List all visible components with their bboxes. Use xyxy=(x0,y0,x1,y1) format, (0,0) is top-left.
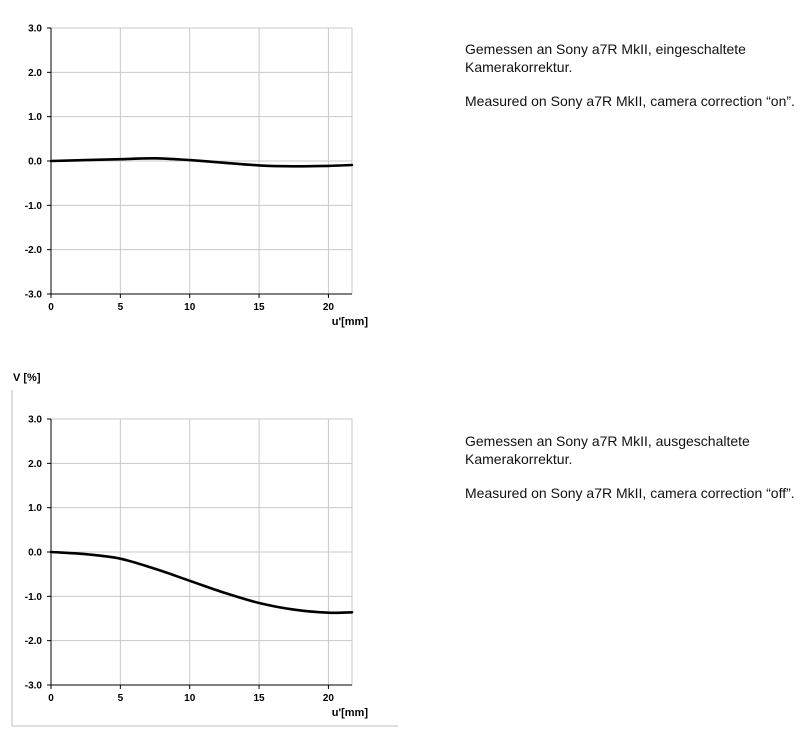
x-tick-label: 15 xyxy=(254,693,266,704)
y-tick-label: 2.0 xyxy=(28,68,42,79)
x-tick-label: 10 xyxy=(184,302,196,313)
y-tick-label: 3.0 xyxy=(28,24,42,35)
y-tick-label: 3.0 xyxy=(28,415,42,426)
x-tick-label: 0 xyxy=(48,302,54,313)
y-tick-label: 0.0 xyxy=(28,548,42,559)
y-tick-label: 2.0 xyxy=(28,459,42,470)
x-tick-label: 20 xyxy=(323,693,335,704)
x-tick-label: 5 xyxy=(118,302,124,313)
y-tick-label: 0.0 xyxy=(28,157,42,168)
y-tick-label: -1.0 xyxy=(25,201,43,212)
y-tick-label: -3.0 xyxy=(25,290,43,301)
x-axis-label: u'[mm] xyxy=(332,316,369,328)
y-tick-label: 1.0 xyxy=(28,112,42,123)
distortion-chart-correction-on: 3.0 2.0 1.0 0.0 -1.0 -2.0 -3.0 0 5 10 15 20 u'[mm] xyxy=(25,24,369,329)
y-tick-label: 1.0 xyxy=(28,503,42,514)
y-tick-label: -1.0 xyxy=(25,592,43,603)
x-tick-label: 0 xyxy=(48,693,54,704)
y-tick-label: -3.0 xyxy=(25,681,43,692)
caption-de: Gemessen an Sony a7R MkII, ausgeschaltet… xyxy=(465,433,750,467)
caption-en: Measured on Sony a7R MkII, camera correc… xyxy=(465,485,795,501)
x-tick-label: 20 xyxy=(323,302,335,313)
series-line xyxy=(49,550,354,615)
caption-en: Measured on Sony a7R MkII, camera correc… xyxy=(465,93,795,109)
x-tick-label: 5 xyxy=(118,693,124,704)
series-line xyxy=(49,156,354,168)
x-axis-label: u'[mm] xyxy=(332,707,369,719)
y-axis-label: V [%] xyxy=(13,372,41,384)
caption-correction-off: Gemessen an Sony a7R MkII, ausgeschaltet… xyxy=(465,432,795,518)
distortion-chart-correction-off: 3.0 2.0 1.0 0.0 -1.0 -2.0 -3.0 0 5 10 15 20 u'[mm] V … xyxy=(11,372,398,727)
caption-de: Gemessen an Sony a7R MkII, eingeschaltet… xyxy=(465,41,746,75)
x-tick-label: 15 xyxy=(254,302,266,313)
y-tick-label: -2.0 xyxy=(25,636,43,647)
y-tick-label: -2.0 xyxy=(25,245,43,256)
caption-correction-on: Gemessen an Sony a7R MkII, eingeschaltet… xyxy=(465,40,795,126)
x-tick-label: 10 xyxy=(184,693,196,704)
